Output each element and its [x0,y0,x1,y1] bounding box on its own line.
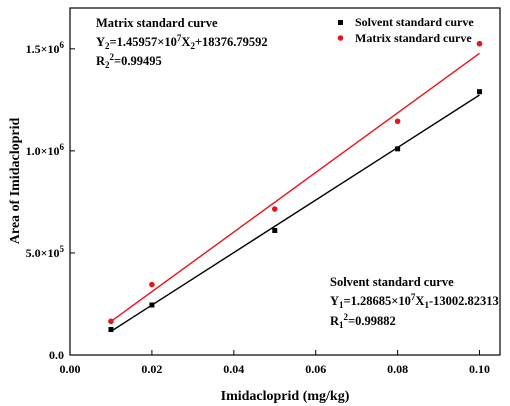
x-tick-label-4: 0.08 [387,362,408,376]
solvent-point-0 [108,326,114,332]
matrix-point-2 [271,206,278,212]
legend-matrix-label: Matrix standard curve [355,31,472,45]
matrix-r-value: =0.99495 [114,54,162,68]
solvent-r-sup: 2 [344,312,349,322]
solvent-point-4 [477,89,483,95]
matrix-eq-x: X [181,35,190,49]
plot-frame [69,7,501,356]
axis-ticks: 0.00 0.02 0.04 0.06 0.08 0.10 0.0 5.0×105 1.0×10… [26,40,490,376]
legend-matrix-marker [337,35,344,41]
y-tick-label-3: 1.5×106 [26,40,65,56]
solvent-r-sub: 1 [339,320,344,330]
solvent-r-label: R [330,314,340,328]
y-tick-label-1: 5.0×105 [26,244,65,260]
x-tick-label-2: 0.04 [223,362,244,376]
solvent-fit-line [110,94,480,332]
y-tick-label-2: 1.0×106 [26,142,65,158]
matrix-r-squared: R22=0.99495 [96,52,162,70]
matrix-eq-y: Y [96,35,105,49]
matrix-fit-line [110,52,480,323]
solvent-equation: Y1=1.28685×107X1-13002.82313 [330,292,499,310]
solvent-eq-tail: -13002.82313 [429,294,499,308]
x-axis-label: Imidacloprid (mg/kg) [221,389,350,404]
matrix-r-sub: 2 [105,60,110,70]
solvent-eq-y: Y [330,294,339,308]
solvent-point-2 [272,227,278,233]
matrix-point-0 [108,318,114,325]
x-tick-label-1: 0.02 [141,362,162,376]
solvent-eq-x: X [415,294,424,308]
fit-lines [110,52,480,332]
matrix-eq-y-sub: 2 [105,41,110,51]
x-tick-label-0: 0.00 [60,362,81,376]
matrix-point-4 [476,40,483,47]
matrix-equation-annotation: Matrix standard curve Y2=1.45957×107X2+1… [96,16,268,70]
matrix-r-sup: 2 [110,52,115,62]
solvent-equation-annotation: Solvent standard curve Y1=1.28685×107X1-… [330,275,499,330]
solvent-eq-y-sub: 1 [339,300,344,310]
solvent-point-1 [149,302,155,308]
matrix-annotation-title: Matrix standard curve [96,16,218,30]
matrix-eq-exp: 7 [177,33,182,43]
solvent-annotation-title: Solvent standard curve [330,275,454,289]
y-tick-label-0: 0.0 [49,348,64,362]
solvent-eq-mid: =1.28685×10 [344,294,411,308]
matrix-eq-x-sub: 2 [190,41,195,51]
legend-solvent-marker [338,20,343,25]
solvent-r-value: =0.99882 [348,314,396,328]
solvent-eq-exp: 7 [411,292,416,302]
matrix-eq-tail: +18376.79592 [195,35,268,49]
matrix-point-1 [149,281,155,288]
matrix-eq-mid: =1.45957×10 [110,35,177,49]
solvent-r-squared: R12=0.99882 [330,312,396,330]
matrix-equation: Y2=1.45957×107X2+18376.79592 [96,33,268,51]
matrix-r-label: R [96,54,106,68]
matrix-point-3 [394,118,401,125]
x-tick-label-5: 0.10 [469,362,490,376]
x-tick-label-3: 0.06 [305,362,326,376]
y-axis-label: Area of Imidacloprid [8,118,23,245]
data-points [108,40,483,332]
legend-solvent-label: Solvent standard curve [355,15,474,29]
solvent-eq-x-sub: 1 [424,300,429,310]
legend: Solvent standard curve Matrix standard c… [337,15,474,45]
solvent-point-3 [395,146,401,152]
